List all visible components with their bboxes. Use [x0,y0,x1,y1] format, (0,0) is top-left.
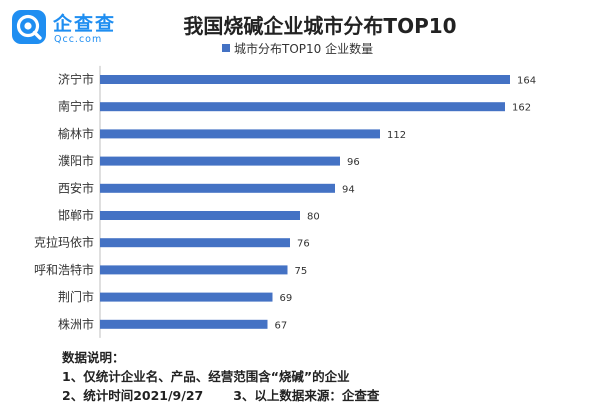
bar [100,265,288,275]
notes-line-1: 1、仅统计企业名、产品、经营范围含“烧碱”的企业 [62,369,350,384]
bar [100,102,505,112]
data-label: 67 [275,320,288,331]
notes-line-2a: 2、统计时间2021/9/27 [62,388,204,403]
data-label: 94 [342,184,355,195]
data-label: 69 [280,293,293,304]
bar [100,183,335,193]
category-label: 荆门市 [58,289,94,304]
data-notes: 数据说明： 1、仅统计企业名、产品、经营范围含“烧碱”的企业 2、统计时间202… [62,348,379,405]
qcc-logo-icon [12,10,46,44]
category-label: 呼和浩特市 [34,262,94,277]
brand-logo: 企查查 Qcc.com [12,8,132,48]
chart-title: 我国烧碱企业城市分布TOP10 [183,14,457,38]
brand-name: 企查查 [53,13,117,35]
data-label: 80 [307,212,320,223]
data-label: 112 [387,130,406,141]
legend-swatch [222,44,230,52]
bar [100,292,273,302]
bar [100,319,268,329]
category-label: 南宁市 [58,99,94,114]
data-label: 164 [517,76,536,87]
category-label: 济宁市 [58,72,94,87]
category-label: 株洲市 [58,316,94,331]
category-label: 榆林市 [58,126,94,141]
data-label: 96 [347,157,360,168]
bar [100,238,290,248]
notes-line-2b: 3、以上数据来源：企查查 [233,388,380,403]
bar [100,211,300,220]
category-label: 克拉玛依市 [34,235,94,250]
bar [100,75,510,84]
chart-legend: 城市分布TOP10 企业数量 [222,40,373,56]
category-label: 邯郸市 [58,208,94,223]
notes-heading: 数据说明： [62,350,125,365]
brand-domain: Qcc.com [54,34,103,45]
bar [100,129,380,139]
data-label: 75 [295,266,308,277]
bar [100,156,340,166]
category-label: 西安市 [58,180,94,195]
legend-label: 城市分布TOP10 企业数量 [234,42,374,56]
data-label: 76 [297,239,310,250]
data-label: 162 [512,103,531,114]
category-label: 濮阳市 [58,153,94,168]
notes-line-2: 2、统计时间2021/9/27 3、以上数据来源：企查查 [62,386,379,405]
